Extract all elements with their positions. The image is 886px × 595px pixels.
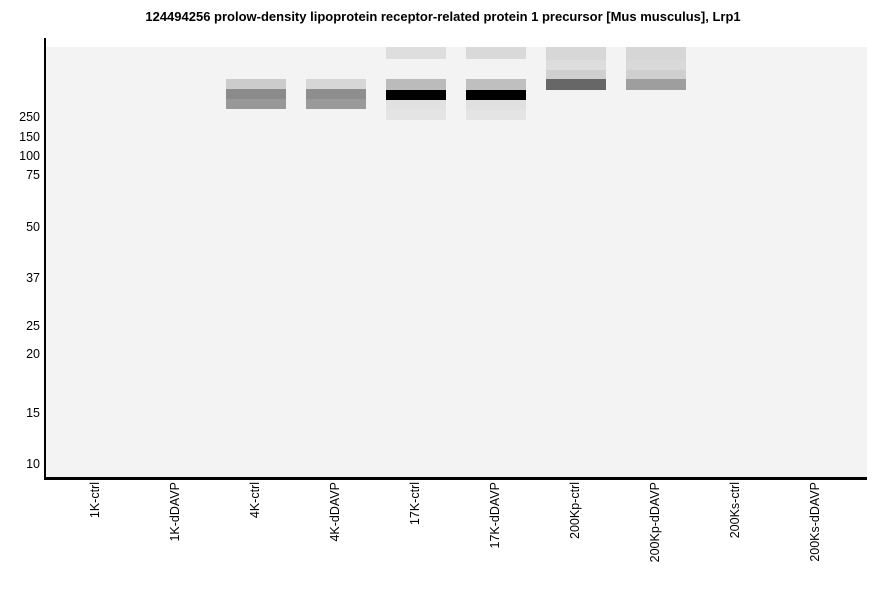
lane-label-17K-dDAVP: 17K-dDAVP — [488, 482, 502, 549]
y-tick-label-15: 15 — [26, 405, 40, 420]
lane-label-4K-dDAVP: 4K-dDAVP — [328, 482, 342, 542]
plot-area — [46, 47, 867, 477]
y-tick-label-150: 150 — [19, 130, 40, 144]
y-tick-label-250: 250 — [19, 110, 40, 124]
y-axis-line — [44, 38, 46, 480]
lane-label-1K-dDAVP: 1K-dDAVP — [168, 482, 182, 542]
x-axis-line — [44, 477, 867, 480]
y-tick-label-20: 20 — [26, 347, 40, 361]
lane-label-1K-ctrl: 1K-ctrl — [88, 482, 102, 519]
y-tick-label-25: 25 — [26, 318, 40, 333]
lane-label-200Kp-dDAVP: 200Kp-dDAVP — [648, 482, 662, 563]
lane-label-4K-ctrl: 4K-ctrl — [248, 482, 262, 519]
lane-label-200Ks-dDAVP: 200Ks-dDAVP — [808, 482, 822, 562]
y-tick-label-50: 50 — [26, 219, 40, 234]
y-tick-label-75: 75 — [26, 168, 40, 182]
y-tick-label-37: 37 — [26, 271, 40, 285]
lane-label-17K-ctrl: 17K-ctrl — [408, 482, 422, 526]
chart-title: 124494256 prolow-density lipoprotein rec… — [145, 9, 741, 24]
lane-label-200Kp-ctrl: 200Kp-ctrl — [568, 482, 582, 539]
y-tick-label-10: 10 — [26, 456, 40, 471]
lane-label-200Ks-ctrl: 200Ks-ctrl — [728, 482, 742, 539]
y-tick-label-100: 100 — [19, 149, 40, 163]
